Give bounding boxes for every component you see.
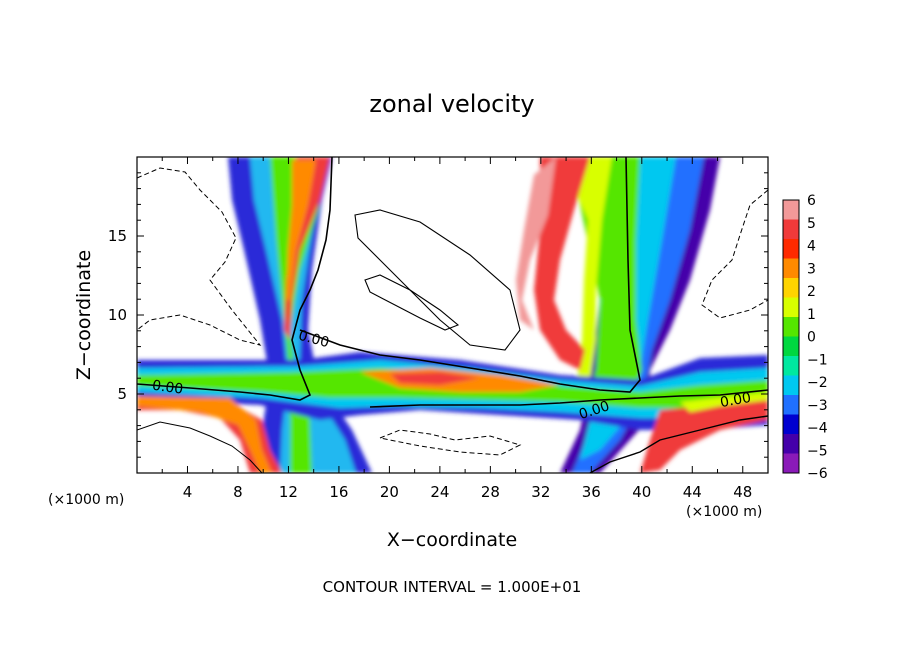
x-tick-label: 4 xyxy=(183,483,193,501)
x-tick-label: 48 xyxy=(733,483,752,501)
colorbar-swatch xyxy=(783,356,799,376)
colorbar-label: 3 xyxy=(807,261,816,277)
x-tick-label: 36 xyxy=(582,483,601,501)
colorbar-label: −2 xyxy=(807,375,828,391)
left-jet-orange xyxy=(286,160,316,300)
colorbar-label: −3 xyxy=(807,398,828,414)
mid-band-red xyxy=(390,372,480,385)
colorbar-swatch xyxy=(783,297,799,318)
colorbar-label: 1 xyxy=(807,307,816,323)
x-tick-label: 12 xyxy=(279,483,298,501)
colorbar-swatch xyxy=(783,239,799,259)
x-axis-title: X−coordinate xyxy=(387,529,517,551)
right-jet-yellow xyxy=(560,157,612,388)
colorbar-label: 6 xyxy=(807,193,816,209)
colorbar-frame xyxy=(782,199,800,474)
contour-neg-left xyxy=(137,167,262,346)
colorbar: 6 5 4 3 2 1 0 −1 −2 −3 −4 −5 −6 xyxy=(782,193,828,482)
colorbar-swatch xyxy=(783,453,799,474)
colorbar-label: 0 xyxy=(807,330,816,346)
colorbar-label: −6 xyxy=(807,466,828,482)
colorbar-label: 5 xyxy=(807,216,816,232)
colorbar-swatch xyxy=(783,219,799,240)
contour-neg-right xyxy=(701,189,768,319)
contour-label: 0.00 xyxy=(151,378,184,398)
colorbar-swatch xyxy=(783,317,799,337)
contour-zero-lower xyxy=(369,389,768,408)
x-unit-right: (×1000 m) xyxy=(686,504,762,520)
colorbar-swatch xyxy=(783,278,799,298)
x-unit-left: (×1000 m) xyxy=(48,492,124,508)
chart-title: zonal velocity xyxy=(369,90,534,118)
x-tick-label: 40 xyxy=(632,483,651,501)
colorbar-swatch xyxy=(783,434,799,454)
contour-neg-bottom xyxy=(378,429,522,456)
lower-right-band-red xyxy=(640,400,768,473)
colorbar-label: −1 xyxy=(807,352,828,368)
contour-label: 0.00 xyxy=(297,328,331,352)
contour-zero-left xyxy=(137,157,333,401)
colorbar-swatch xyxy=(783,200,799,220)
colorbar-label: −5 xyxy=(807,443,828,459)
lower-right-band-yellow xyxy=(680,392,768,412)
right-jet-pink xyxy=(516,157,556,330)
x-tick-label: 16 xyxy=(329,483,348,501)
y-axis: 5 10 15 xyxy=(108,172,768,458)
contour-pos-bottomleft xyxy=(137,421,263,473)
colorbar-label: 4 xyxy=(807,239,816,255)
colorbar-label: −4 xyxy=(807,421,828,437)
colorbar-swatch xyxy=(783,258,799,279)
lower-left-band-orange xyxy=(137,396,272,473)
contour-zero-bottom xyxy=(589,415,768,473)
contour-interval-note: CONTOUR INTERVAL = 1.000E+01 xyxy=(323,578,582,596)
colorbar-swatch xyxy=(783,395,799,415)
x-tick-label: 20 xyxy=(380,483,399,501)
y-tick-label: 15 xyxy=(108,227,127,245)
y-tick-label: 10 xyxy=(108,306,127,324)
x-tick-label: 24 xyxy=(430,483,449,501)
contour-label: 0.00 xyxy=(719,390,752,411)
x-tick-label: 44 xyxy=(683,483,702,501)
x-axis: 4 8 12 16 20 24 28 32 36 40 44 48 xyxy=(161,157,752,501)
left-jet-green xyxy=(270,157,326,473)
plot-area: 0.00 0.00 0.00 0.00 xyxy=(137,157,768,473)
x-tick-label: 8 xyxy=(233,483,243,501)
y-axis-title: Z−coordinate xyxy=(73,250,95,380)
colorbar-label: 2 xyxy=(807,284,816,300)
colorbar-swatch xyxy=(783,375,799,396)
contour-pos-oval xyxy=(354,209,521,351)
contour-zero-mid xyxy=(299,157,641,393)
y-tick-label: 5 xyxy=(117,385,127,403)
contour-label-group: 0.00 0.00 0.00 0.00 xyxy=(151,328,752,423)
contour-lines xyxy=(137,157,768,473)
x-tick-label: 32 xyxy=(531,483,550,501)
x-tick-label: 28 xyxy=(481,483,500,501)
colorbar-swatch xyxy=(783,336,799,357)
contour-pos-inner xyxy=(364,274,460,331)
colorbar-swatch xyxy=(783,414,799,435)
